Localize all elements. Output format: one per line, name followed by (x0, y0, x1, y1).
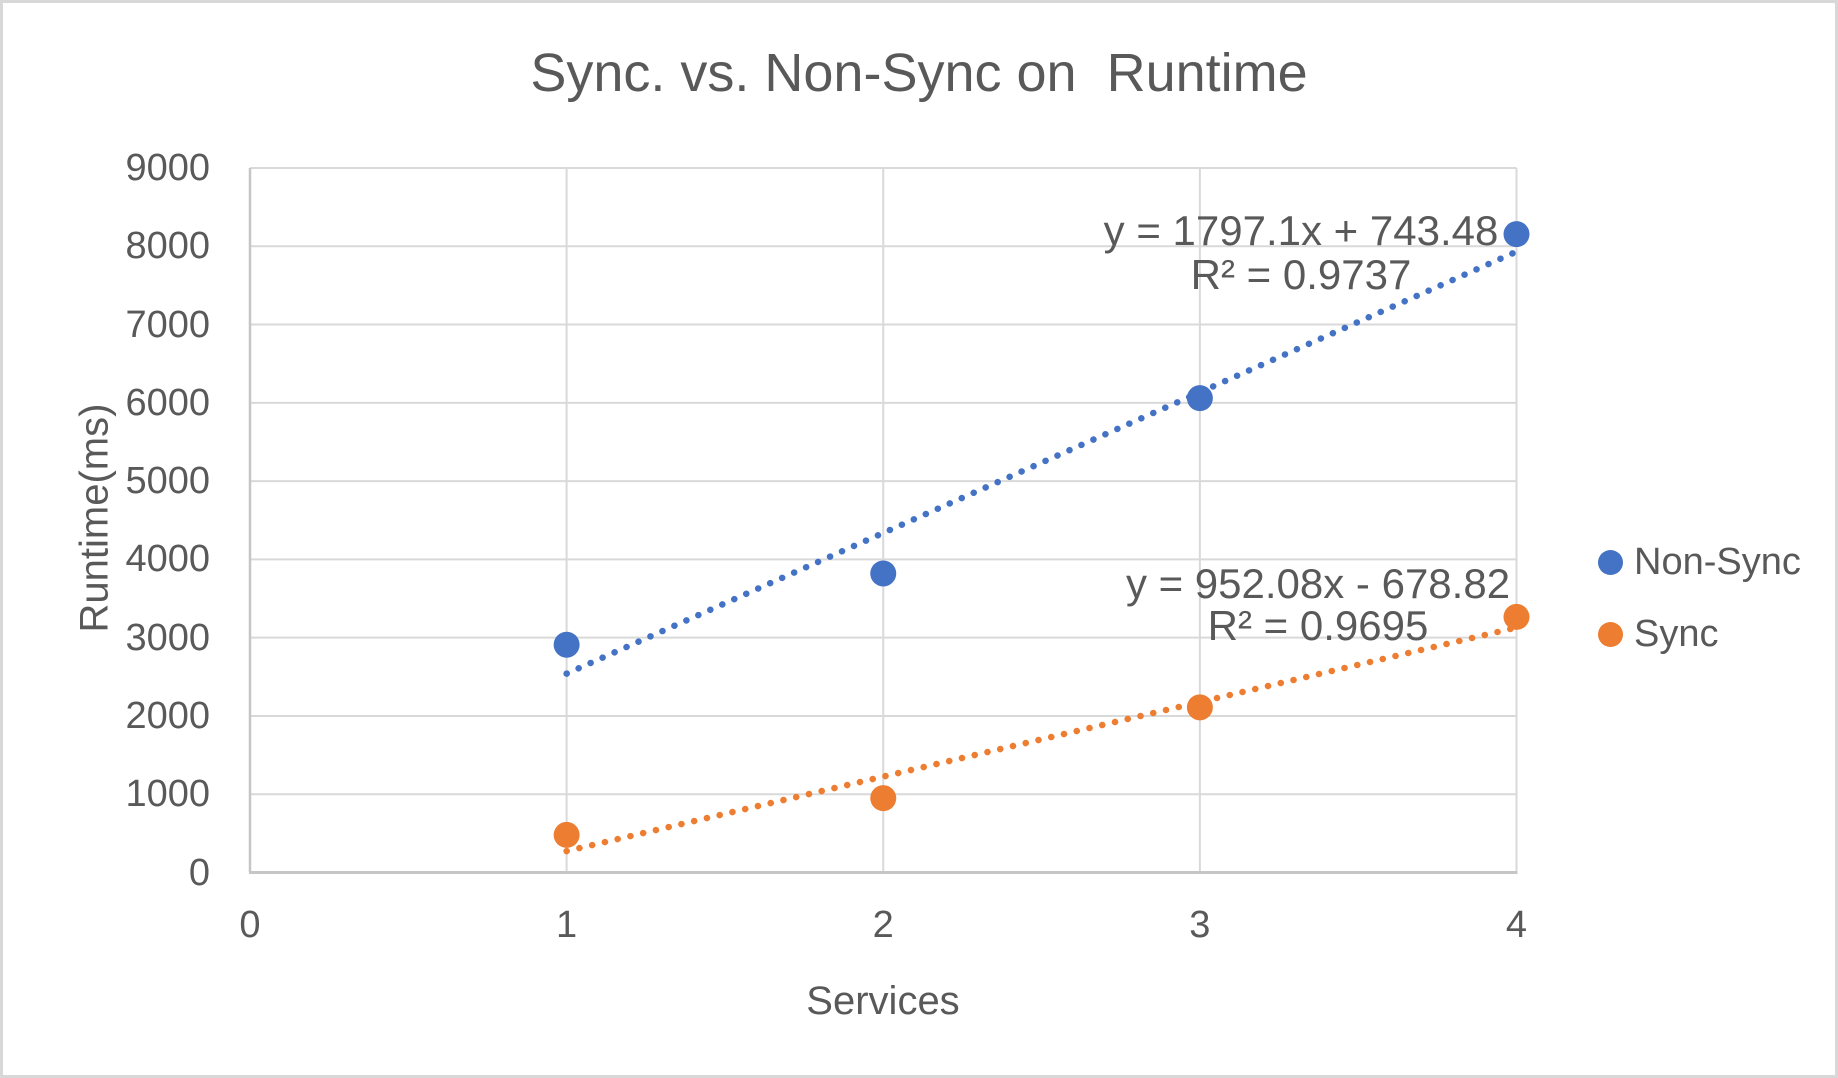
y-tick-label: 4000 (125, 538, 210, 581)
trendline-equation: y = 952.08x - 678.82 (1125, 560, 1511, 607)
data-point-non-sync (1186, 385, 1213, 412)
data-point-sync (1186, 694, 1213, 721)
x-tick-label: 4 (1505, 904, 1528, 946)
y-tick-label: 1000 (125, 773, 210, 816)
x-tick-label: 1 (556, 904, 578, 946)
data-point-sync (870, 785, 897, 812)
y-tick-label: 8000 (125, 225, 210, 268)
chart-title: Sync. vs. Non-Sync on Runtime (530, 43, 1308, 103)
sync-marker-icon (1598, 621, 1623, 647)
trendline-r-squared: R² = 0.9695 (1207, 602, 1429, 649)
data-point-sync (553, 821, 580, 848)
y-tick-label: 9000 (125, 147, 210, 189)
trendline-sync (563, 624, 1520, 855)
legend-label-nonsync: Non-Sync (1634, 541, 1801, 583)
x-tick-label: 0 (239, 904, 261, 946)
x-tick-label: 2 (872, 904, 894, 946)
data-point-sync (1503, 603, 1530, 630)
y-tick-label: 7000 (125, 303, 210, 346)
legend-item-nonsync[interactable]: Non-Sync (1598, 540, 1801, 584)
y-tick-label: 0 (188, 851, 210, 894)
trendline-label-sync: y = 952.08x - 678.82 R² = 0.9695 (1126, 563, 1510, 647)
y-tick-label: 5000 (125, 460, 210, 503)
nonsync-marker-icon (1598, 549, 1623, 575)
y-tick-label: 3000 (125, 616, 210, 659)
legend-label-sync: Sync (1634, 613, 1719, 655)
y-axis-title: Runtime(ms) (72, 403, 117, 633)
trendline-equation: y = 1797.1x + 743.48 (1103, 207, 1499, 254)
legend: Non-Sync Sync (1598, 540, 1801, 656)
legend-item-sync[interactable]: Sync (1598, 612, 1801, 656)
y-tick-label: 2000 (125, 694, 210, 737)
trendline-r-squared: R² = 0.9737 (1190, 251, 1412, 298)
data-point-non-sync (870, 560, 897, 587)
trendline-non-sync (563, 248, 1520, 677)
trendline-label-nonsync: y = 1797.1x + 743.48 R² = 0.9737 (1104, 209, 1499, 297)
plot-area (248, 167, 1530, 874)
data-point-non-sync (1503, 221, 1530, 248)
data-point-non-sync (553, 631, 580, 658)
y-tick-label: 6000 (125, 381, 210, 424)
x-axis-title: Services (806, 979, 960, 1023)
x-tick-label: 3 (1189, 904, 1211, 946)
